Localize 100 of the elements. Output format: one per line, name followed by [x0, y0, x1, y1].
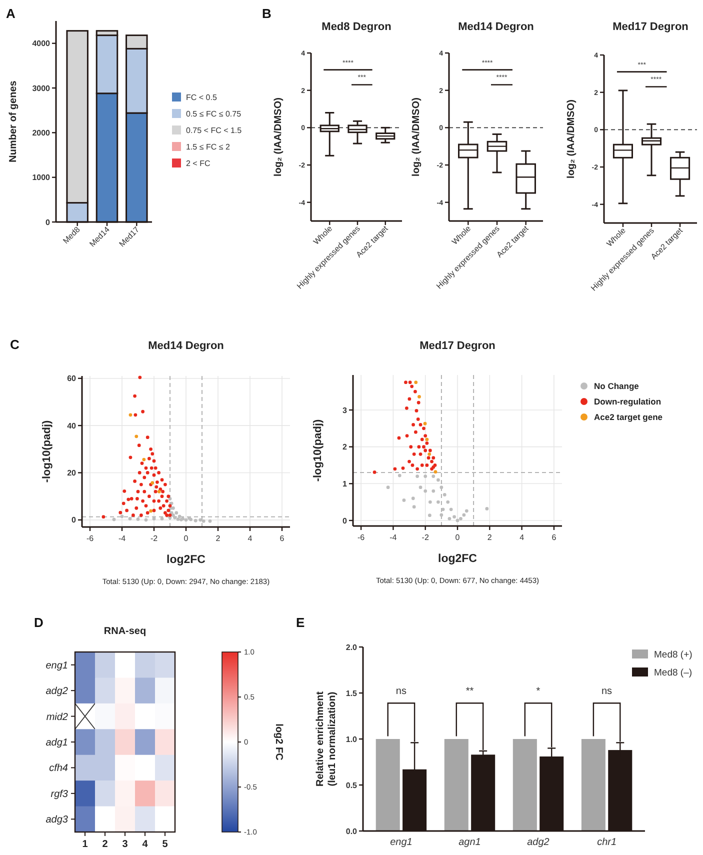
- point: [430, 460, 434, 464]
- bar: [444, 739, 468, 831]
- point: [448, 516, 452, 520]
- point: [134, 413, 138, 417]
- point: [165, 499, 168, 503]
- legend-label: 1.5 ≤ FC ≤ 2: [186, 142, 230, 152]
- y-tick-label: 0.5: [346, 780, 358, 790]
- x-tick-label: 1: [82, 839, 88, 850]
- chart-title: Med8 Degron: [322, 21, 392, 33]
- point: [160, 494, 164, 498]
- point: [418, 395, 421, 398]
- point: [410, 384, 414, 388]
- point: [156, 480, 159, 484]
- legend-label: Med8 (–): [654, 667, 692, 678]
- legend-label: FC < 0.5: [186, 92, 218, 102]
- color-bar-title: log2 FC: [273, 724, 284, 760]
- point: [432, 456, 436, 460]
- text: B: [262, 6, 272, 21]
- point: [136, 497, 139, 500]
- legend-label: 0.5 ≤ FC ≤ 0.75: [186, 109, 242, 118]
- legend-label: 0.75 < FC < 1.5: [186, 126, 242, 135]
- point: [424, 474, 428, 478]
- point: [405, 406, 408, 410]
- point: [160, 478, 164, 482]
- point: [401, 466, 405, 470]
- point: [157, 499, 160, 503]
- y-tick-label: 1.5: [346, 688, 358, 698]
- point: [144, 518, 148, 522]
- point: [144, 504, 148, 508]
- point: [420, 438, 424, 442]
- point: [404, 380, 408, 384]
- text: E: [296, 615, 305, 630]
- point: [202, 519, 206, 523]
- y-tick-label: mid2: [46, 712, 68, 723]
- point: [152, 473, 156, 477]
- y-tick-label: eng1: [46, 660, 68, 672]
- x-tick-label: -2: [422, 533, 430, 542]
- x-axis-title: log2FC: [166, 554, 206, 566]
- chart-title: Med17 Degron: [612, 21, 689, 33]
- bar: [512, 739, 537, 831]
- point: [146, 471, 150, 474]
- chart-title: RNA-seq: [104, 626, 146, 637]
- point: [462, 513, 466, 517]
- point: [168, 504, 172, 508]
- point: [393, 467, 397, 471]
- point: [452, 515, 456, 518]
- point: [149, 447, 152, 451]
- point: [432, 474, 436, 478]
- x-tick-label: agn1: [458, 837, 481, 848]
- point: [422, 445, 426, 449]
- point: [162, 504, 166, 508]
- y-axis-title: log₂ (IAA/DMSO): [411, 98, 422, 176]
- point: [446, 500, 450, 504]
- point: [142, 476, 146, 480]
- point: [408, 380, 412, 384]
- point: [428, 500, 432, 504]
- point: [160, 517, 164, 520]
- point: [141, 410, 144, 414]
- point: [424, 448, 428, 452]
- y-axis-title: log₂ (IAA/DMSO): [273, 98, 284, 176]
- point: [208, 519, 212, 523]
- x-tick-label: 2: [216, 534, 221, 543]
- point: [136, 518, 140, 521]
- point: [425, 438, 429, 442]
- point: [152, 499, 156, 503]
- point: [174, 511, 178, 515]
- x-tick-label: 6: [280, 534, 285, 543]
- point: [418, 423, 422, 426]
- point: [410, 464, 414, 467]
- point: [425, 441, 429, 445]
- point: [154, 466, 158, 470]
- point: [418, 452, 422, 456]
- point: [418, 486, 422, 490]
- point: [178, 514, 182, 518]
- chart-title: Med14 Degron: [148, 340, 224, 352]
- point: [144, 466, 148, 470]
- point: [172, 514, 175, 517]
- y-tick-label: adg1: [46, 738, 68, 748]
- y-axis-title: log₂ (IAA/DMSO): [566, 100, 577, 178]
- point: [440, 513, 444, 517]
- point: [146, 511, 150, 515]
- point: [434, 470, 438, 474]
- point: [168, 497, 172, 500]
- point: [157, 471, 160, 474]
- x-tick-label: 0: [184, 534, 189, 543]
- point: [414, 380, 418, 384]
- y-tick-label: adg3: [46, 814, 68, 826]
- legend-label: 2 < FC: [186, 158, 210, 168]
- y-tick-label: 1000: [32, 173, 51, 182]
- y-axis-title: -log10(padj): [312, 419, 324, 482]
- point: [414, 430, 418, 434]
- point: [436, 500, 440, 504]
- point: [426, 456, 430, 460]
- point: [158, 506, 162, 510]
- y-tick-label: 0: [46, 218, 51, 227]
- point: [173, 516, 176, 520]
- point: [146, 436, 150, 440]
- x-axis-title: log2FC: [438, 553, 477, 565]
- point: [422, 426, 426, 430]
- point: [409, 445, 413, 449]
